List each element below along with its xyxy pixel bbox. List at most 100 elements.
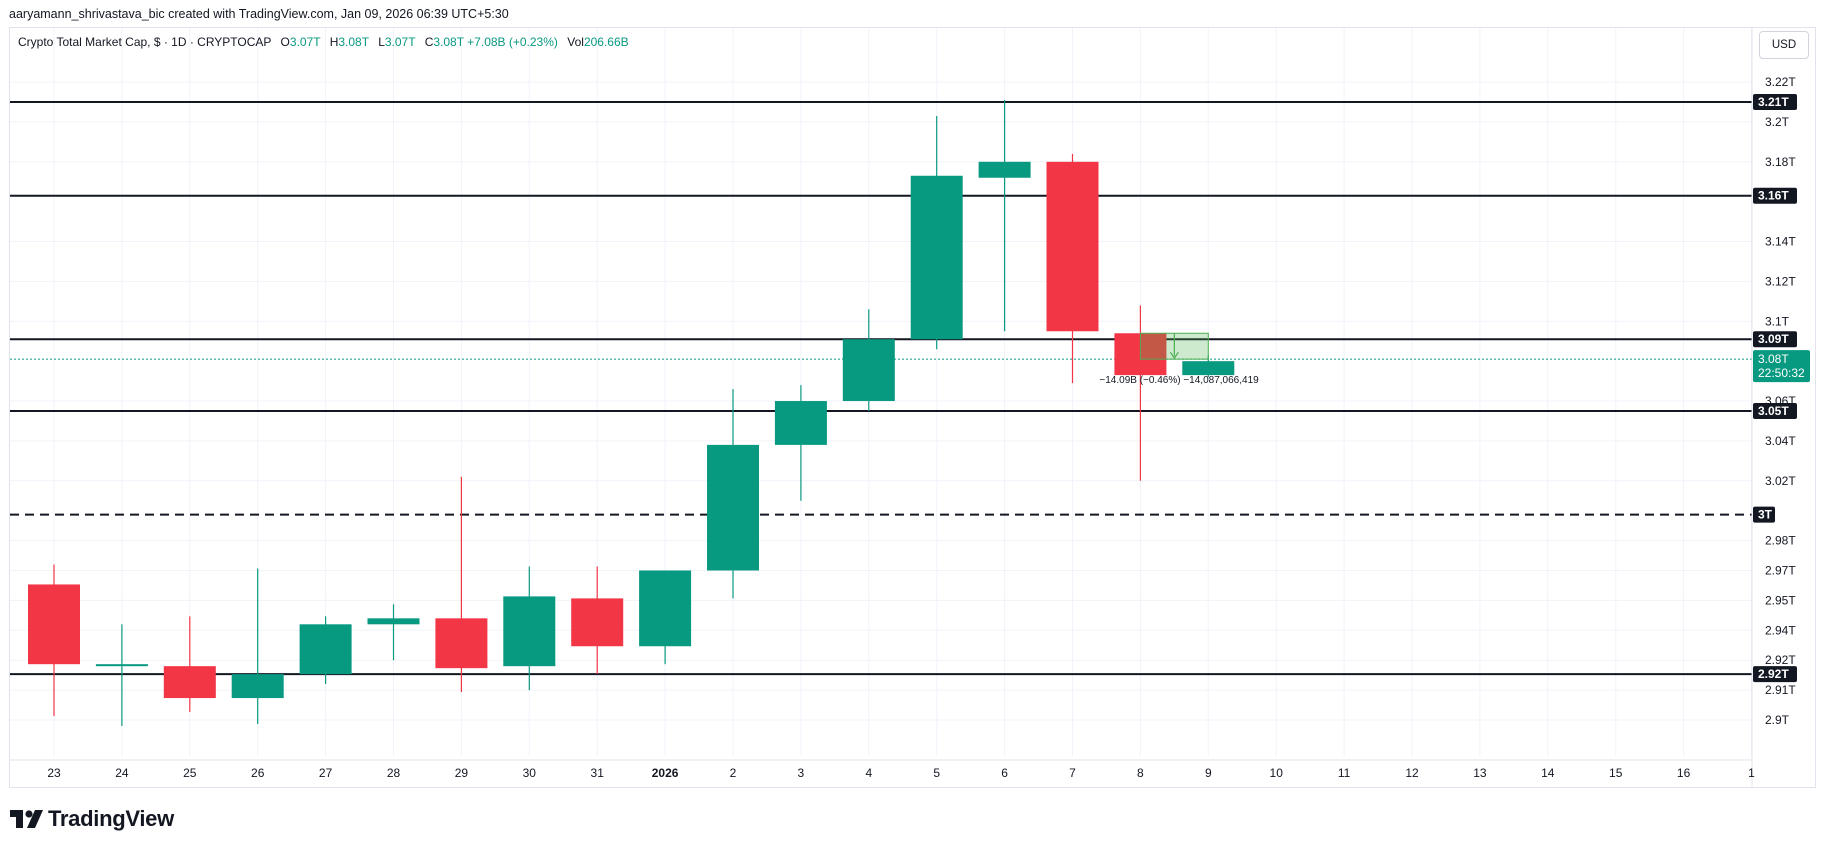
brand-name: TradingView [48,806,174,831]
x-tick-label: 25 [183,766,197,780]
x-tick-label: 9 [1205,766,1212,780]
y-tick-label: 3.02T [1765,474,1796,488]
x-tick-label: 4 [865,766,872,780]
grid-lines [10,28,1752,756]
candle-body [1046,161,1099,332]
level-price-badge [1753,666,1797,683]
level-price-badge [1753,187,1797,204]
candle-body [95,664,148,667]
chart-pane[interactable] [9,27,1816,788]
level-price-badge [1753,331,1797,348]
y-tick-label: 2.91T [1765,683,1796,697]
low-value: 3.07T [384,35,416,49]
low-label: L [378,35,385,49]
candle-body [163,666,216,699]
level-price-label: 3.21T [1758,95,1789,109]
x-tick-label: 6 [1001,766,1008,780]
level-price-label: 3.16T [1758,189,1789,203]
close-label: C [424,35,434,49]
candle-body [707,444,759,571]
y-tick-label: 2.95T [1765,593,1796,607]
level-price-badge [1753,506,1775,523]
x-tick-label: 7 [1069,766,1076,780]
last-price-label: 3.08T [1758,352,1789,366]
level-price-label: 3.05T [1758,404,1789,418]
x-tick-label: 2026 [652,766,679,780]
x-tick-label: 10 [1270,766,1284,780]
y-tick-label: 3.1T [1765,314,1790,328]
measure-arrow-head [1169,351,1179,360]
price-axis: 2.9T 2.91T 2.92T 2.94T 2.95T 2.97T 2.98T 3.02T 3… [1751,28,1810,788]
close-value: 3.08T [433,35,464,49]
tradingview-logo-icon [10,810,43,828]
level-price-label: 2.92T [1758,667,1789,681]
x-tick-label: 12 [1405,766,1419,780]
last-price-badge [1753,350,1810,383]
y-tick-label: 3.22T [1765,75,1796,89]
currency-button[interactable]: USD [1759,31,1809,59]
x-tick-label: 24 [115,766,129,780]
level-price-badge [1753,403,1797,419]
candle-body [910,175,963,340]
x-tick-label: 15 [1609,766,1623,780]
symbol-name: Crypto Total Market Cap, $ · 1D · CRYPTO… [18,35,272,49]
level-price-badge [1753,94,1797,110]
y-tick-label: 2.94T [1765,623,1796,637]
y-tick-label: 2.97T [1765,563,1796,577]
y-tick-label: 3.04T [1765,434,1796,448]
candle-body [639,570,692,647]
x-tick-label: 30 [523,766,537,780]
y-tick-label: 2.98T [1765,534,1796,548]
y-tick-label: 2.92T [1765,653,1796,667]
x-tick-label: 29 [455,766,469,780]
candlesticks [28,100,1235,726]
x-tick-label: 26 [251,766,265,780]
x-tick-label: 13 [1473,766,1487,780]
y-tick-label: 3.2T [1765,115,1790,129]
candle-body [28,584,80,665]
x-tick-label: 1 [1748,766,1755,780]
candle-body [774,401,827,445]
x-tick-label: 2 [730,766,737,780]
candle-body [435,618,488,669]
candle-body [842,339,895,402]
open-value: 3.07T [289,35,321,49]
measure-tool: −14.09B (−0.46%) −14,087,066,419 [1099,332,1259,386]
x-tick-label: 5 [933,766,940,780]
y-tick-label: 3.12T [1765,274,1796,288]
x-tick-label: 8 [1137,766,1144,780]
candle-body [571,598,624,647]
change-value: +7.08B (+0.23%) [467,35,558,49]
time-axis: 23 24 25 26 27 28 29 30 31 2026 2 3 4 5 6 7 8 9 10 11 12 13 14… [10,759,1755,780]
tradingview-brand[interactable]: TradingView [10,806,174,832]
level-price-label: 3T [1758,508,1773,522]
x-tick-label: 16 [1677,766,1691,780]
high-label: H [329,35,339,49]
y-tick-label: 3.14T [1765,235,1796,249]
candle-body [503,596,556,667]
open-label: O [280,35,290,49]
candle-body [231,674,284,699]
chart-caption: aaryamann_shrivastava_bic created with T… [9,7,509,21]
countdown-label: 22:50:32 [1758,366,1805,380]
symbol-legend: Crypto Total Market Cap, $ · 1D · CRYPTO… [18,35,629,49]
x-tick-label: 23 [47,766,61,780]
x-tick-label: 14 [1541,766,1555,780]
y-tick-label: 3.18T [1765,155,1796,169]
candle-body [978,161,1031,178]
volume-label: Vol [567,35,584,49]
x-tick-label: 31 [591,766,605,780]
candle-body [367,618,420,625]
x-tick-label: 27 [319,766,333,780]
x-tick-label: 3 [798,766,805,780]
x-tick-label: 28 [387,766,401,780]
high-value: 3.08T [338,35,369,49]
volume-value: 206.66B [583,35,629,49]
x-tick-label: 11 [1338,766,1351,780]
y-tick-label: 2.9T [1765,713,1790,727]
level-price-label: 3.09T [1758,332,1789,346]
measure-label: −14.09B (−0.46%) −14,087,066,419 [1099,375,1259,386]
candle-body [1182,361,1235,376]
candle-body [299,624,352,675]
